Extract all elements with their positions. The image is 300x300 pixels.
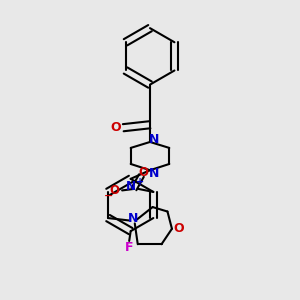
Text: −: − (103, 191, 113, 201)
Text: O: O (138, 166, 148, 179)
Text: O: O (173, 222, 184, 235)
Text: F: F (125, 241, 134, 254)
Text: O: O (110, 121, 121, 134)
Text: N: N (126, 180, 136, 193)
Text: N: N (149, 167, 160, 180)
Text: +: + (136, 177, 144, 188)
Text: O: O (110, 184, 120, 197)
Text: N: N (128, 212, 139, 226)
Text: N: N (149, 133, 160, 146)
